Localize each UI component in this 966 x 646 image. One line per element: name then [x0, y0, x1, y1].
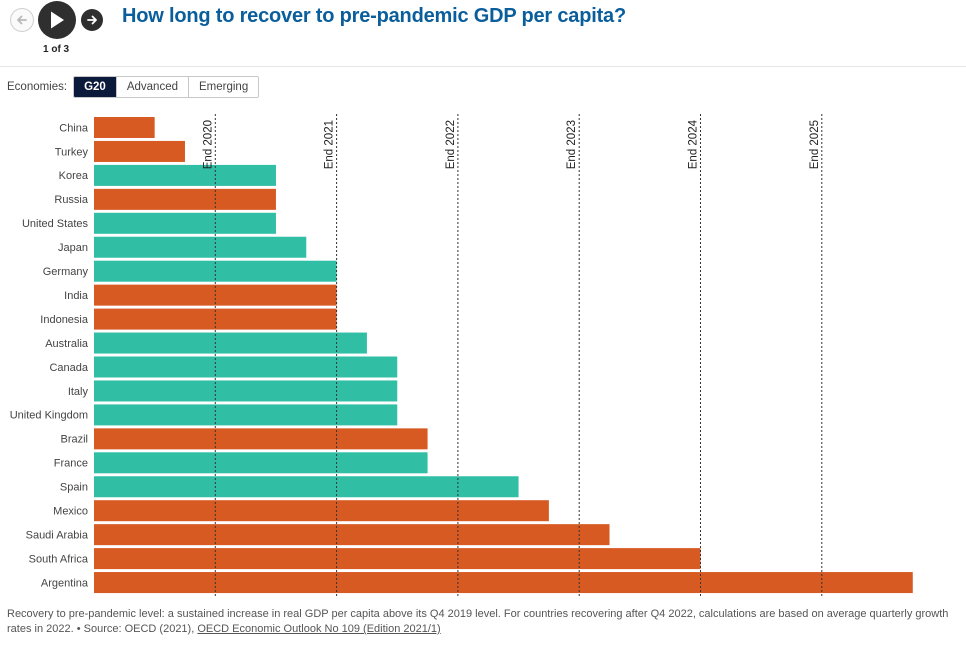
bars-group: [94, 117, 913, 594]
category-label-saudi-arabia: Saudi Arabia: [26, 529, 89, 541]
category-label-china: China: [59, 122, 89, 134]
category-label-united-states: United States: [22, 218, 89, 230]
bar-korea[interactable]: [94, 164, 276, 186]
story-header: 1 of 3 How long to recover to pre-pandem…: [0, 0, 966, 67]
bar-russia[interactable]: [94, 188, 276, 210]
filter-g20-button[interactable]: G20: [74, 77, 117, 97]
category-label-france: France: [54, 458, 88, 470]
bar-italy[interactable]: [94, 380, 398, 402]
bar-china[interactable]: [94, 117, 155, 138]
category-label-brazil: Brazil: [60, 434, 88, 446]
category-label-argentina: Argentina: [41, 577, 89, 589]
reference-label-end-2025: End 2025: [809, 120, 821, 169]
reference-label-end-2020: End 2020: [202, 120, 214, 169]
category-label-united-kingdom: United Kingdom: [10, 410, 88, 422]
chart-title: How long to recover to pre-pandemic GDP …: [122, 5, 626, 27]
play-button[interactable]: [38, 1, 76, 39]
bar-australia[interactable]: [94, 332, 367, 354]
bar-turkey[interactable]: [94, 140, 185, 162]
reference-label-end-2024: End 2024: [688, 119, 700, 169]
footnote: Recovery to pre-pandemic level: a sustai…: [7, 607, 952, 637]
bar-argentina[interactable]: [94, 572, 913, 594]
category-labels-group: China Turkey Korea Russia United States Japan…: [10, 122, 89, 589]
economies-label: Economies:: [7, 81, 68, 93]
category-label-australia: Australia: [45, 338, 89, 350]
category-label-mexico: Mexico: [53, 506, 88, 518]
arrow-right-icon: [87, 15, 97, 25]
category-label-indonesia: Indonesia: [40, 314, 89, 326]
arrow-left-icon: [17, 15, 27, 25]
economies-toggle: G20 Advanced Emerging: [73, 76, 260, 98]
category-label-turkey: Turkey: [55, 146, 89, 158]
bar-spain[interactable]: [94, 476, 519, 498]
category-label-italy: Italy: [68, 386, 89, 398]
recovery-bar-chart: China Turkey Korea Russia United States Japan…: [10, 114, 913, 596]
footnote-text: Recovery to pre-pandemic level: a sustai…: [7, 608, 949, 635]
category-label-spain: Spain: [60, 482, 88, 494]
category-label-canada: Canada: [49, 362, 88, 374]
bar-saudi-arabia[interactable]: [94, 524, 610, 546]
reference-lines-group: End 2020 End 2021 End 2022 End 2023 End 2024…: [202, 114, 823, 596]
category-label-india: India: [64, 290, 89, 302]
bar-south-africa[interactable]: [94, 548, 701, 570]
category-label-korea: Korea: [59, 170, 89, 182]
filter-advanced-button[interactable]: Advanced: [116, 77, 189, 97]
bar-canada[interactable]: [94, 356, 398, 378]
source-link[interactable]: OECD Economic Outlook No 109 (Edition 20…: [197, 623, 441, 635]
reference-label-end-2022: End 2022: [445, 120, 457, 169]
filter-emerging-button[interactable]: Emerging: [189, 77, 259, 97]
bar-france[interactable]: [94, 452, 428, 474]
reference-label-end-2021: End 2021: [324, 120, 336, 169]
bar-japan[interactable]: [94, 236, 307, 258]
bar-mexico[interactable]: [94, 500, 549, 522]
bar-united-states[interactable]: [94, 212, 276, 234]
next-button[interactable]: [81, 9, 103, 31]
category-label-japan: Japan: [58, 242, 88, 254]
category-label-germany: Germany: [43, 266, 89, 278]
bar-united-kingdom[interactable]: [94, 404, 398, 426]
category-label-south-africa: South Africa: [29, 553, 89, 565]
reference-label-end-2023: End 2023: [566, 120, 578, 169]
step-counter: 1 of 3: [43, 44, 70, 55]
play-icon: [51, 11, 64, 29]
previous-button[interactable]: [10, 8, 34, 32]
category-label-russia: Russia: [54, 194, 89, 206]
economies-filter: Economies: G20 Advanced Emerging: [7, 76, 260, 98]
bar-brazil[interactable]: [94, 428, 428, 450]
